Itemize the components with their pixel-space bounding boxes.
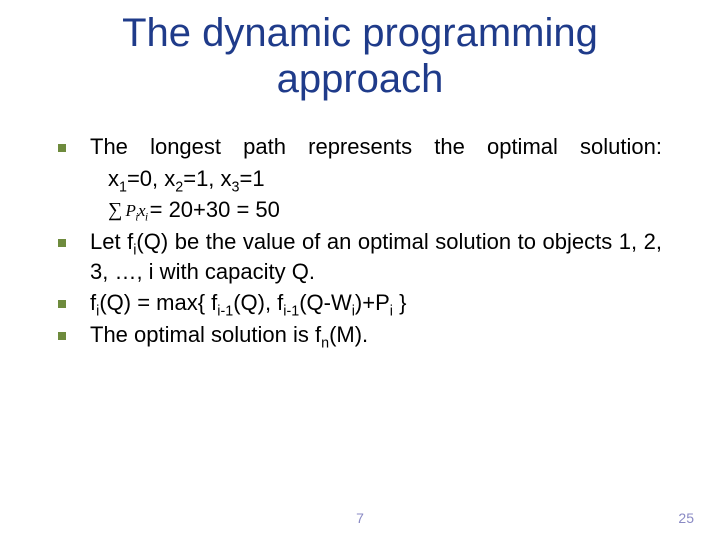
bullet-item-2: Let fi(Q) be the value of an optimal sol… (58, 227, 662, 286)
slide-title: The dynamic programming approach (0, 0, 720, 102)
sigma-expression: ∑ Pixi (108, 197, 150, 224)
footer-page-number: 25 (678, 510, 694, 526)
bullet-icon (58, 144, 66, 152)
bullet-icon (58, 300, 66, 308)
bullet-3-text: fi(Q) = max{ fi-1(Q), fi-1(Q-Wi)+Pi } (90, 288, 662, 318)
footer-center-number: 7 (0, 510, 720, 526)
bullet-item-3: fi(Q) = max{ fi-1(Q), fi-1(Q-Wi)+Pi } (58, 288, 662, 318)
bullet-icon (58, 239, 66, 247)
bullet-4-text: The optimal solution is fn(M). (90, 320, 662, 350)
slide-body: The longest path represents the optimal … (0, 102, 720, 350)
bullet-item-1: The longest path represents the optimal … (58, 132, 662, 162)
bullet-item-4: The optimal solution is fn(M). (58, 320, 662, 350)
bullet-2-text: Let fi(Q) be the value of an optimal sol… (90, 227, 662, 286)
sigma-result: = 20+30 = 50 (150, 195, 280, 225)
bullet-1-text: The longest path represents the optimal … (90, 132, 662, 162)
title-line-1: The dynamic programming (122, 11, 598, 55)
sigma-line: ∑ Pixi = 20+30 = 50 (58, 195, 662, 225)
bullet-icon (58, 332, 66, 340)
title-line-2: approach (277, 57, 444, 101)
indent-line-1: x1=0, x2=1, x3=1 (58, 164, 662, 194)
